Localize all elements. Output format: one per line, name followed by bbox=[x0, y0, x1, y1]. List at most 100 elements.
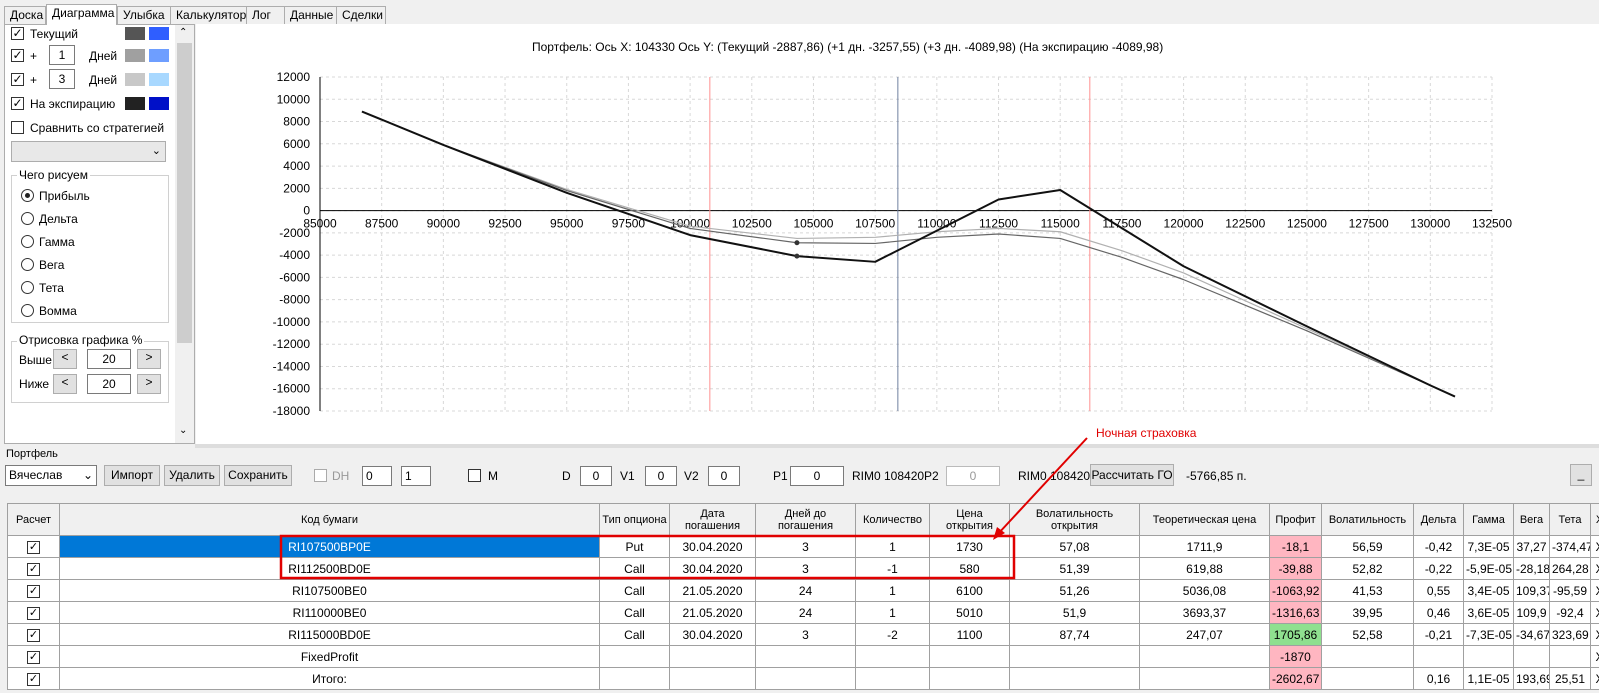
pnl-chart[interactable]: 12000 10000 8000 6000 4000 2000 0 -2000 -4000 -60… bbox=[196, 24, 1599, 444]
cell-calc[interactable]: ✓ bbox=[7, 601, 60, 624]
header-type[interactable]: Тип опциона bbox=[599, 503, 670, 536]
radio-delta[interactable] bbox=[21, 212, 34, 225]
p1-input[interactable]: 0 bbox=[790, 466, 844, 486]
header-theta[interactable]: Тета bbox=[1549, 503, 1591, 536]
header-x[interactable]: X bbox=[1590, 503, 1599, 536]
cell-calc[interactable]: ✓ bbox=[7, 535, 60, 558]
cell-x[interactable]: X bbox=[1590, 579, 1599, 602]
v2-input[interactable]: 0 bbox=[708, 466, 740, 486]
row-checkbox[interactable]: ✓ bbox=[27, 607, 40, 620]
cell-x[interactable]: X bbox=[1590, 557, 1599, 580]
current-alt-color-swatch[interactable] bbox=[149, 27, 169, 40]
strategy-select[interactable]: ⌄ bbox=[11, 141, 166, 162]
d-input[interactable]: 0 bbox=[580, 466, 612, 486]
table-row[interactable]: ✓ RI107500BP0E Put 30.04.2020 3 1 1730 57,08 171… bbox=[7, 535, 1599, 558]
cell-calc[interactable]: ✓ bbox=[7, 557, 60, 580]
radio-theta[interactable] bbox=[21, 281, 34, 294]
table-row[interactable]: ✓ RI110000BE0 Call 21.05.2020 24 1 5010 51,9 369… bbox=[7, 601, 1599, 624]
days2-input[interactable]: 3 bbox=[49, 69, 75, 89]
tab-log[interactable]: Лог bbox=[246, 6, 286, 24]
row-checkbox[interactable]: ✓ bbox=[27, 673, 40, 686]
row-checkbox[interactable]: ✓ bbox=[27, 585, 40, 598]
cell-code[interactable]: RI112500BD0E bbox=[59, 557, 600, 580]
cell-x[interactable]: X bbox=[1590, 601, 1599, 624]
table-row[interactable]: ✓ RI115000BD0E Call 30.04.2020 3 -2 1100 87,74 2… bbox=[7, 623, 1599, 646]
v1-input[interactable]: 0 bbox=[645, 466, 677, 486]
exp-color-swatch[interactable] bbox=[125, 97, 145, 110]
below-increase-button[interactable]: > bbox=[137, 374, 161, 394]
radio-gamma[interactable] bbox=[21, 235, 34, 248]
splitter[interactable] bbox=[195, 444, 1599, 448]
minimize-button[interactable]: _ bbox=[1570, 464, 1592, 486]
dh-checkbox[interactable] bbox=[314, 469, 327, 482]
plus1-checkbox[interactable]: ✓ bbox=[11, 48, 24, 62]
below-input[interactable]: 20 bbox=[87, 374, 131, 394]
calc-go-button[interactable]: Рассчитать ГО bbox=[1090, 464, 1174, 486]
m-checkbox[interactable] bbox=[468, 469, 481, 482]
scroll-up-icon[interactable]: ⌃ bbox=[179, 27, 188, 38]
tab-data[interactable]: Данные bbox=[284, 6, 338, 24]
compare-checkbox[interactable] bbox=[11, 121, 24, 134]
cell-calc[interactable]: ✓ bbox=[7, 579, 60, 602]
above-input[interactable]: 20 bbox=[87, 349, 131, 369]
scroll-thumb[interactable] bbox=[177, 43, 192, 343]
account-select[interactable]: Вячеслав ⌄ bbox=[5, 465, 97, 486]
cell-x[interactable]: X bbox=[1590, 645, 1599, 668]
table-row[interactable]: ✓ RI107500BE0 Call 21.05.2020 24 1 6100 51,26 50… bbox=[7, 579, 1599, 602]
exp-alt-color-swatch[interactable] bbox=[149, 97, 169, 110]
row-checkbox[interactable]: ✓ bbox=[27, 541, 40, 554]
above-increase-button[interactable]: > bbox=[137, 349, 161, 369]
tab-calculator[interactable]: Калькулятор bbox=[170, 6, 248, 24]
plus3-checkbox[interactable]: ✓ bbox=[11, 72, 24, 86]
header-gamma[interactable]: Гамма bbox=[1463, 503, 1514, 536]
below-decrease-button[interactable]: < bbox=[53, 374, 77, 394]
cell-calc[interactable]: ✓ bbox=[7, 623, 60, 646]
table-row[interactable]: ✓ FixedProfit -1870 X bbox=[7, 645, 1599, 668]
p2-input[interactable]: 0 bbox=[946, 466, 1000, 486]
d1-color-swatch[interactable] bbox=[125, 49, 145, 62]
dh-spin1[interactable]: 0 bbox=[362, 466, 392, 486]
row-checkbox[interactable]: ✓ bbox=[27, 651, 40, 664]
radio-profit[interactable] bbox=[21, 189, 34, 202]
cell-code[interactable]: RI107500BE0 bbox=[59, 579, 600, 602]
header-delta[interactable]: Дельта bbox=[1413, 503, 1464, 536]
header-vol[interactable]: Волатильность bbox=[1321, 503, 1414, 536]
cell-x[interactable]: X bbox=[1590, 623, 1599, 646]
tab-smile[interactable]: Улыбка bbox=[117, 6, 172, 24]
cell-code[interactable]: Итого: bbox=[59, 667, 600, 690]
cell-x[interactable]: X bbox=[1590, 535, 1599, 558]
header-profit[interactable]: Профит bbox=[1269, 503, 1322, 536]
header-theo-price[interactable]: Теоретическая цена bbox=[1139, 503, 1270, 536]
current-checkbox[interactable]: ✓ bbox=[11, 26, 24, 40]
days1-input[interactable]: 1 bbox=[49, 45, 75, 65]
import-button[interactable]: Импорт bbox=[104, 465, 160, 486]
save-button[interactable]: Сохранить bbox=[224, 465, 292, 486]
expiry-checkbox[interactable]: ✓ bbox=[11, 96, 24, 110]
radio-vomma[interactable] bbox=[21, 304, 34, 317]
header-open-price[interactable]: Цена открытия bbox=[929, 503, 1010, 536]
current-color-swatch[interactable] bbox=[125, 27, 145, 40]
cell-code[interactable]: FixedProfit bbox=[59, 645, 600, 668]
cell-code[interactable]: RI107500BP0E bbox=[59, 535, 600, 558]
cell-code[interactable]: RI110000BE0 bbox=[59, 601, 600, 624]
scroll-down-icon[interactable]: ⌄ bbox=[179, 425, 188, 436]
tab-deals[interactable]: Сделки bbox=[336, 6, 386, 24]
row-checkbox[interactable]: ✓ bbox=[27, 629, 40, 642]
header-calc[interactable]: Расчет bbox=[7, 503, 60, 536]
cell-calc[interactable]: ✓ bbox=[7, 667, 60, 690]
d3-alt-color-swatch[interactable] bbox=[149, 73, 169, 86]
cell-calc[interactable]: ✓ bbox=[7, 645, 60, 668]
delete-button[interactable]: Удалить bbox=[164, 465, 220, 486]
d1-alt-color-swatch[interactable] bbox=[149, 49, 169, 62]
radio-vega[interactable] bbox=[21, 258, 34, 271]
header-qty[interactable]: Количество bbox=[855, 503, 930, 536]
header-code[interactable]: Код бумаги bbox=[59, 503, 600, 536]
tab-board[interactable]: Доска bbox=[4, 6, 46, 24]
header-days-left[interactable]: Дней до погашения bbox=[755, 503, 856, 536]
header-open-vol[interactable]: Волатильность открытия bbox=[1009, 503, 1140, 536]
d3-color-swatch[interactable] bbox=[125, 73, 145, 86]
cell-x[interactable]: X bbox=[1590, 667, 1599, 690]
above-decrease-button[interactable]: < bbox=[53, 349, 77, 369]
tab-diagram[interactable]: Диаграмма bbox=[46, 4, 117, 25]
